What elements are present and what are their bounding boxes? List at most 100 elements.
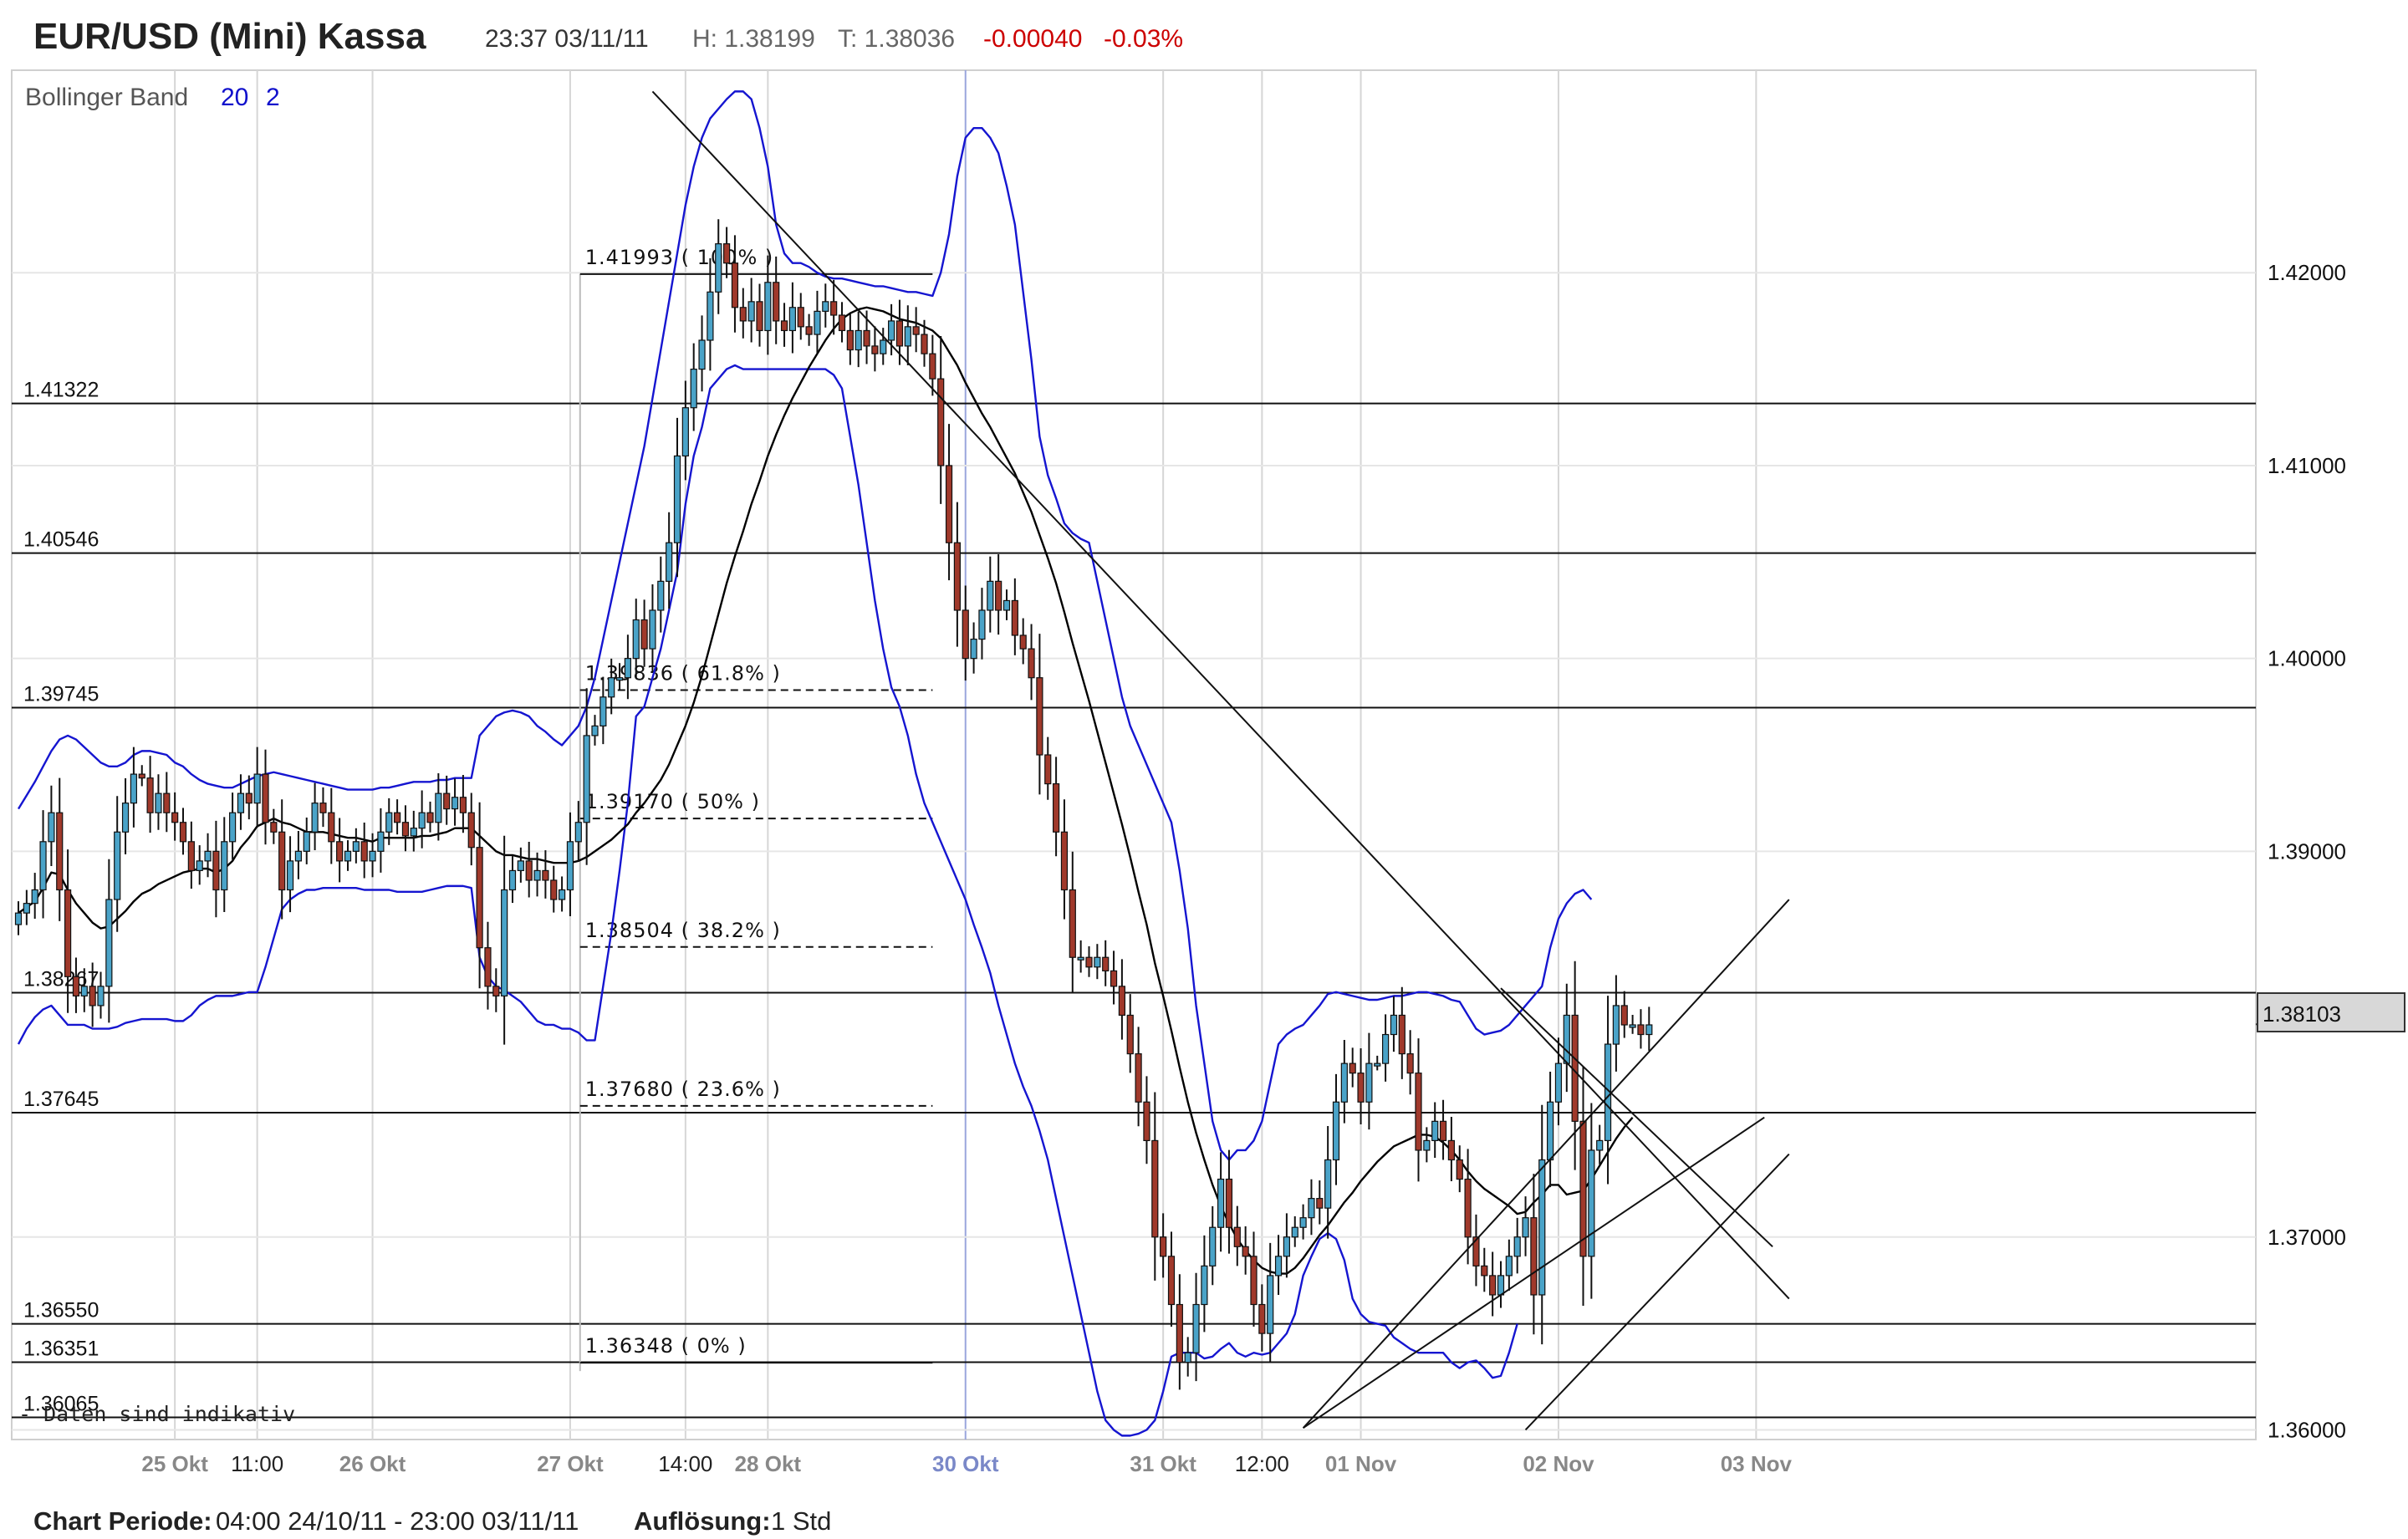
candle (1588, 1103, 1595, 1299)
candle-body (1612, 1005, 1620, 1045)
candle (1143, 1076, 1150, 1164)
candle (1439, 1099, 1447, 1160)
candle-body (995, 580, 1002, 611)
candle-body (14, 912, 23, 925)
bollinger-middle-band (18, 306, 1634, 1275)
candle (401, 805, 410, 852)
candle (1118, 959, 1126, 1040)
candle-body (1332, 1101, 1340, 1161)
candle-body (1060, 831, 1069, 891)
candle-body (722, 243, 731, 264)
candle (1274, 1235, 1283, 1295)
quote-high: H: 1.38199 (692, 25, 815, 53)
candle-body (764, 282, 772, 332)
candle (253, 747, 261, 828)
candle-body (1052, 783, 1060, 833)
candle (467, 792, 475, 866)
candle (1357, 1048, 1365, 1124)
candle-body (715, 243, 722, 293)
candle (394, 799, 401, 835)
candle-body (163, 792, 171, 813)
candle-body (1489, 1275, 1497, 1296)
candle-body (1044, 754, 1052, 785)
candle-body (64, 889, 72, 977)
candle-body (1225, 1178, 1233, 1228)
candle-body (401, 822, 410, 837)
candle-body (962, 609, 969, 660)
candle (418, 790, 426, 848)
fib-level-label: 1.38504 ( 38.2% ) (585, 919, 781, 942)
candle (838, 302, 846, 343)
candle (904, 305, 911, 365)
candle-body (1184, 1352, 1191, 1363)
candle-body (574, 822, 582, 843)
candle-body (72, 976, 80, 996)
candle-body (550, 879, 558, 900)
trend-line (1303, 1116, 1765, 1429)
candle (1554, 1037, 1563, 1126)
candle (369, 833, 376, 878)
candle-body (1069, 889, 1076, 958)
candle-body (797, 307, 804, 328)
candle-body (1291, 1226, 1298, 1238)
candle-body (1160, 1236, 1167, 1257)
candle (1645, 1006, 1653, 1051)
candle (56, 777, 64, 921)
candle-body (484, 947, 492, 987)
candle-body (48, 812, 55, 843)
candle (39, 810, 47, 919)
candle (23, 889, 30, 925)
candle-body (1118, 986, 1126, 1017)
candle (1192, 1272, 1200, 1382)
candle-body (1390, 1014, 1398, 1036)
candle (797, 293, 804, 340)
candle (1316, 1180, 1324, 1225)
current-price-box (2257, 992, 2405, 1032)
candle-body (105, 899, 113, 987)
candle-body (435, 792, 442, 823)
candle (1505, 1239, 1513, 1291)
x-tick-label: 30 Okt (932, 1451, 999, 1476)
candle-body (270, 822, 278, 833)
candle-body (698, 339, 706, 370)
candle-body (1242, 1246, 1249, 1257)
candle (426, 801, 434, 833)
candle-body (591, 725, 599, 736)
candle (1481, 1247, 1488, 1292)
candle (221, 817, 228, 912)
candle-body (31, 889, 38, 905)
candle (1102, 940, 1110, 986)
candle (385, 798, 393, 845)
candle-body (237, 792, 245, 813)
candle (1538, 1104, 1546, 1345)
candle (410, 810, 417, 852)
candle-body (212, 850, 220, 891)
level-label: 1.36065 (23, 1392, 99, 1415)
candle-body (360, 841, 368, 862)
trend-line (1302, 899, 1790, 1429)
bollinger-upper-band (17, 90, 1593, 1161)
candle-body (1398, 1014, 1406, 1055)
level-label: 1.36550 (23, 1299, 99, 1322)
candle (97, 971, 105, 1019)
candle (1456, 1145, 1463, 1193)
level-label: 1.41322 (23, 379, 99, 402)
candle-body (1126, 1014, 1134, 1055)
candle (1160, 1213, 1167, 1278)
candle-body (121, 803, 130, 833)
candle (146, 756, 154, 833)
x-tick-label: 11:00 (231, 1451, 283, 1476)
candle-body (1365, 1063, 1373, 1103)
candle (1596, 1124, 1604, 1164)
y-tick-label: 1.42000 (2268, 260, 2346, 285)
quote-change-pct: -0.03% (1104, 25, 1183, 53)
candle-body (1250, 1256, 1258, 1306)
candle-body (624, 658, 632, 679)
candle (1052, 757, 1060, 857)
candle (962, 585, 969, 681)
candle (1324, 1125, 1332, 1239)
candle-body (533, 869, 541, 881)
candle-body (1447, 1139, 1456, 1161)
candle-body (155, 792, 162, 813)
x-axis: 25 Okt 11:00 26 Okt 27 Okt 14:00 28 Okt 30 Okt… (141, 1451, 1792, 1476)
